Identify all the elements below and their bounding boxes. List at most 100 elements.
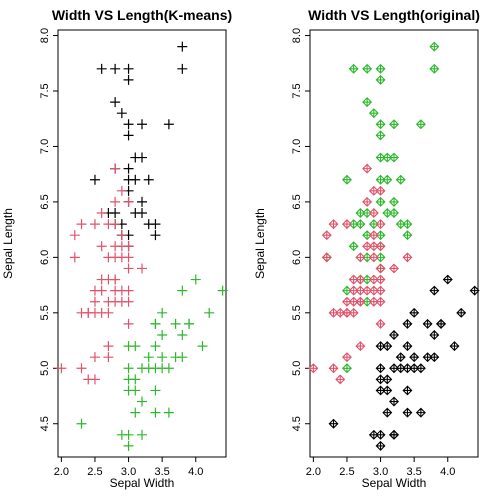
data-point <box>123 196 134 207</box>
data-point <box>116 108 127 119</box>
y-tick-label: 5.0 <box>39 361 51 376</box>
data-point <box>110 63 121 74</box>
data-point <box>402 252 413 263</box>
x-tick-label: 2.0 <box>54 466 69 478</box>
data-point <box>143 174 154 185</box>
data-point <box>395 174 406 185</box>
data-point <box>116 230 127 241</box>
data-point <box>89 285 100 296</box>
data-point <box>103 307 114 318</box>
data-point <box>137 363 147 374</box>
data-point <box>123 385 134 396</box>
data-point <box>110 252 121 263</box>
data-point <box>429 330 440 340</box>
data-point <box>89 352 100 363</box>
y-axis: 4.5 5.0 5.5 6.0 6.5 7.0 7.5 8.0 <box>39 28 59 431</box>
data-point <box>375 263 386 274</box>
data-point <box>177 63 188 74</box>
data-point <box>177 41 188 52</box>
data-point <box>76 363 87 374</box>
data-point <box>362 97 373 108</box>
data-point <box>368 108 379 119</box>
plot-frame <box>57 29 227 458</box>
data-point <box>184 318 195 329</box>
data-point <box>389 152 399 163</box>
y-tick-label: 8.0 <box>291 28 303 43</box>
y-tick-label: 7.0 <box>291 139 303 154</box>
x-axis: 2.0 2.5 3.0 3.5 4.0 <box>306 456 455 478</box>
data-point <box>422 318 433 329</box>
data-point <box>402 385 413 396</box>
data-point <box>375 130 386 141</box>
data-point <box>137 208 147 218</box>
y-axis: 4.5 5.0 5.5 6.0 6.5 7.0 7.5 8.0 <box>291 28 311 431</box>
data-point <box>389 363 399 374</box>
data-point <box>382 341 393 352</box>
data-point <box>308 363 319 374</box>
data-point <box>321 230 332 241</box>
data-point <box>177 330 188 340</box>
y-axis-label: Sepal Length <box>253 208 267 279</box>
x-tick-label: 4.0 <box>188 466 203 478</box>
data-point <box>389 330 399 340</box>
data-point <box>368 230 379 241</box>
x-tick-label: 3.0 <box>373 466 388 478</box>
data-point <box>402 219 413 230</box>
data-point <box>103 219 114 230</box>
data-point <box>355 219 366 230</box>
data-point <box>123 363 134 374</box>
data-point <box>422 352 433 363</box>
data-point <box>375 63 386 74</box>
x-tick-label: 4.0 <box>440 466 455 478</box>
data-point <box>368 208 379 218</box>
data-point <box>137 152 147 163</box>
data-point <box>76 418 87 429</box>
data-point <box>123 119 134 130</box>
data-point <box>328 219 339 230</box>
data-point <box>415 363 426 374</box>
data-point <box>375 374 386 385</box>
data-point <box>368 429 379 440</box>
data-point <box>123 296 134 307</box>
data-point <box>157 307 168 318</box>
x-tick-label: 3.5 <box>155 466 170 478</box>
data-point <box>389 263 399 274</box>
data-point <box>375 196 386 207</box>
data-point <box>150 230 161 241</box>
data-point <box>341 307 352 318</box>
data-point <box>130 407 141 418</box>
y-tick-label: 5.5 <box>39 305 51 320</box>
y-tick-label: 7.5 <box>291 83 303 98</box>
data-point <box>177 285 188 296</box>
data-points <box>56 41 228 451</box>
data-point <box>190 274 201 285</box>
data-point <box>362 196 373 207</box>
data-point <box>348 296 359 307</box>
data-point <box>116 429 127 440</box>
data-point <box>341 352 352 363</box>
data-point <box>436 318 447 329</box>
data-point <box>321 252 332 263</box>
data-point <box>375 185 386 196</box>
data-point <box>341 219 352 230</box>
data-point <box>375 219 386 230</box>
x-tick-label: 3.0 <box>121 466 136 478</box>
data-point <box>123 252 134 263</box>
data-point <box>96 241 107 252</box>
data-point <box>348 241 359 252</box>
data-point <box>137 429 147 440</box>
y-tick-label: 6.5 <box>291 194 303 209</box>
chart-title: Width VS Length(K-means) <box>52 7 232 23</box>
data-point <box>89 296 100 307</box>
data-point <box>442 274 453 285</box>
x-tick-label: 2.5 <box>87 466 102 478</box>
data-point <box>328 363 339 374</box>
data-point <box>123 263 134 274</box>
data-point <box>123 174 134 185</box>
data-point <box>150 219 161 230</box>
x-tick-label: 2.0 <box>306 466 321 478</box>
y-tick-label: 6.5 <box>39 194 51 209</box>
data-point <box>402 230 413 241</box>
y-tick-label: 6.0 <box>291 250 303 265</box>
y-tick-label: 7.5 <box>39 83 51 98</box>
